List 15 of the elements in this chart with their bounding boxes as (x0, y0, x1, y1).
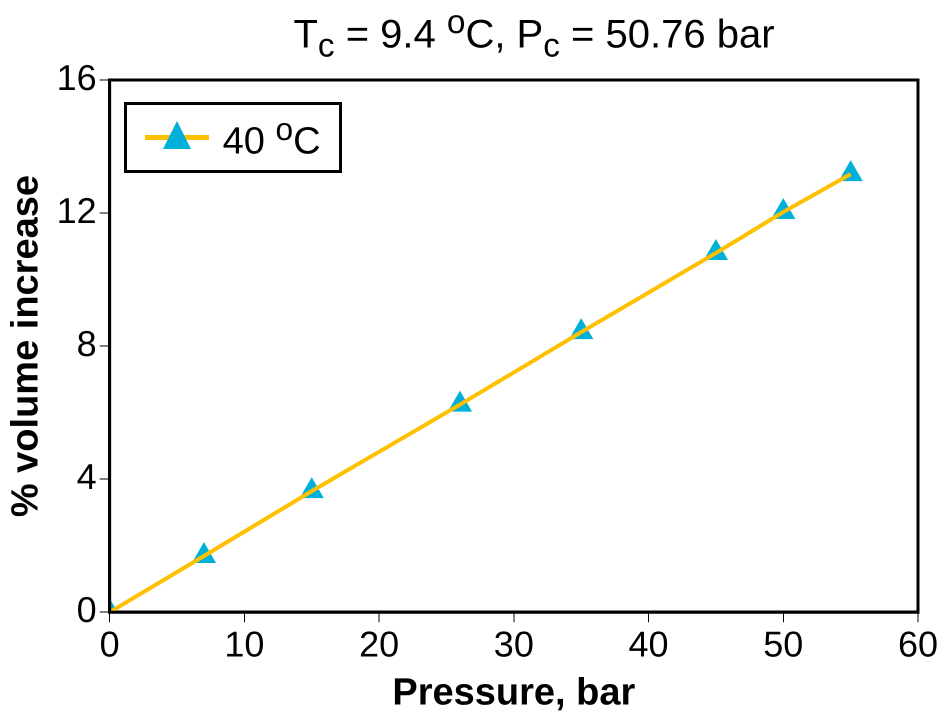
y-tick-label: 4 (76, 456, 97, 498)
y-tick-label: 16 (56, 56, 97, 98)
x-tick-label: 40 (628, 624, 669, 665)
chart-title: T$_{c}$ = 9.4 $^{o}$C, P$_{c}$ = 50.76 bar (292, 4, 776, 66)
legend-label: 40 $^{o}$C (222, 111, 321, 164)
y-tick-label: 8 (76, 323, 97, 364)
x-tick-label: 20 (359, 624, 400, 665)
x-tick-label: 10 (224, 624, 264, 665)
y-tick-label: 12 (56, 190, 97, 231)
x-tick-label: 60 (898, 624, 938, 665)
x-axis-title: Pressure, bar (392, 672, 636, 714)
x-tick-label: 30 (494, 624, 534, 665)
x-tick-label: 50 (763, 624, 804, 665)
y-tick-label: 0 (76, 589, 97, 630)
y-axis-title: % volume increase (4, 175, 46, 518)
